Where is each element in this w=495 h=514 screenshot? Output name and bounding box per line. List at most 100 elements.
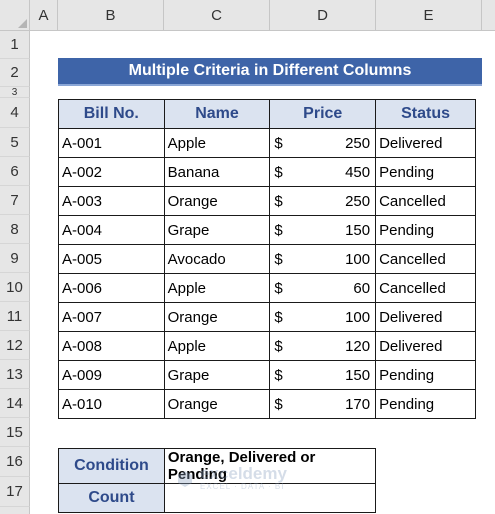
header-status[interactable]: Status <box>375 99 476 129</box>
watermark: exceldemy EXCEL · DATA · BI <box>176 464 287 491</box>
sheet-title[interactable]: Multiple Criteria in Different Columns <box>58 58 482 86</box>
column-header-a[interactable]: A <box>30 0 58 31</box>
price-cell[interactable]: $150 <box>269 360 377 390</box>
bill-cell[interactable]: A-003 <box>58 186 165 216</box>
price-cell[interactable]: $250 <box>269 128 377 158</box>
price-cell[interactable]: $100 <box>269 244 377 274</box>
status-cell[interactable]: Delivered <box>375 331 476 361</box>
table-row: A-003 Orange $250 Cancelled <box>58 186 476 216</box>
name-cell[interactable]: Orange <box>163 302 271 332</box>
column-header-overflow <box>482 0 495 31</box>
count-value-cell[interactable] <box>163 483 377 513</box>
row-header-17[interactable]: 17 <box>0 477 30 507</box>
header-bill-no[interactable]: Bill No. <box>58 99 165 129</box>
currency-symbol: $ <box>274 250 283 268</box>
bill-cell[interactable]: A-007 <box>58 302 165 332</box>
price-cell[interactable]: $150 <box>269 215 377 245</box>
name-cell[interactable]: Apple <box>163 273 271 303</box>
row-header-15[interactable]: 15 <box>0 418 30 447</box>
bill-cell[interactable]: A-002 <box>58 157 165 187</box>
header-price[interactable]: Price <box>269 99 377 129</box>
price-value: 100 <box>345 250 371 268</box>
criteria-table: Condition Orange, Delivered or Pending C… <box>58 448 377 513</box>
table-row: A-006 Apple $60 Cancelled <box>58 273 476 303</box>
row-header-2[interactable]: 2 <box>0 59 30 87</box>
condition-value-cell[interactable]: Orange, Delivered or Pending <box>163 448 377 484</box>
row-header-9[interactable]: 9 <box>0 244 30 273</box>
bill-cell[interactable]: A-006 <box>58 273 165 303</box>
price-cell[interactable]: $120 <box>269 331 377 361</box>
status-cell[interactable]: Delivered <box>375 302 476 332</box>
row-header-10[interactable]: 10 <box>0 273 30 302</box>
name-cell[interactable]: Grape <box>163 215 271 245</box>
count-label[interactable]: Count <box>58 483 165 513</box>
row-header-13[interactable]: 13 <box>0 360 30 389</box>
row-header-3[interactable]: 3 <box>0 87 30 98</box>
column-header-b[interactable]: B <box>58 0 164 31</box>
watermark-name: exceldemy <box>200 464 287 483</box>
price-cell[interactable]: $170 <box>269 389 377 419</box>
condition-label[interactable]: Condition <box>58 448 165 484</box>
price-value: 120 <box>345 337 371 355</box>
status-cell[interactable]: Pending <box>375 157 476 187</box>
header-name[interactable]: Name <box>163 99 271 129</box>
row-header-8[interactable]: 8 <box>0 215 30 244</box>
table-row: A-002 Banana $450 Pending <box>58 157 476 187</box>
table-row: A-010 Orange $170 Pending <box>58 389 476 419</box>
column-header-e[interactable]: E <box>376 0 482 31</box>
name-cell[interactable]: Apple <box>163 331 271 361</box>
row-header-11[interactable]: 11 <box>0 302 30 331</box>
price-value: 250 <box>345 134 371 152</box>
currency-symbol: $ <box>274 337 283 355</box>
currency-symbol: $ <box>274 192 283 210</box>
bill-cell[interactable]: A-004 <box>58 215 165 245</box>
price-cell[interactable]: $60 <box>269 273 377 303</box>
row-header-4[interactable]: 4 <box>0 98 30 128</box>
status-cell[interactable]: Cancelled <box>375 273 476 303</box>
bill-cell[interactable]: A-005 <box>58 244 165 274</box>
price-value: 150 <box>345 366 371 384</box>
table-row: A-004 Grape $150 Pending <box>58 215 476 245</box>
name-cell[interactable]: Banana <box>163 157 271 187</box>
status-cell[interactable]: Delivered <box>375 128 476 158</box>
currency-symbol: $ <box>274 308 283 326</box>
status-cell[interactable]: Cancelled <box>375 186 476 216</box>
bill-cell[interactable]: A-001 <box>58 128 165 158</box>
row-header-overflow <box>0 507 30 514</box>
column-header-d[interactable]: D <box>270 0 376 31</box>
currency-symbol: $ <box>274 366 283 384</box>
row-header-14[interactable]: 14 <box>0 389 30 418</box>
name-cell[interactable]: Orange <box>163 186 271 216</box>
price-cell[interactable]: $100 <box>269 302 377 332</box>
bill-cell[interactable]: A-008 <box>58 331 165 361</box>
table-row: A-008 Apple $120 Delivered <box>58 331 476 361</box>
name-cell[interactable]: Avocado <box>163 244 271 274</box>
watermark-tagline: EXCEL · DATA · BI <box>200 482 285 491</box>
bill-cell[interactable]: A-009 <box>58 360 165 390</box>
row-header-12[interactable]: 12 <box>0 331 30 360</box>
select-all-corner[interactable] <box>0 0 30 31</box>
table-row: A-005 Avocado $100 Cancelled <box>58 244 476 274</box>
table-row: A-001 Apple $250 Delivered <box>58 128 476 158</box>
price-value: 250 <box>345 192 371 210</box>
row-header-5[interactable]: 5 <box>0 128 30 157</box>
row-header-6[interactable]: 6 <box>0 157 30 186</box>
status-cell[interactable]: Cancelled <box>375 244 476 274</box>
price-value: 170 <box>345 395 371 413</box>
price-value: 100 <box>345 308 371 326</box>
price-cell[interactable]: $450 <box>269 157 377 187</box>
row-header-7[interactable]: 7 <box>0 186 30 215</box>
name-cell[interactable]: Grape <box>163 360 271 390</box>
bill-cell[interactable]: A-010 <box>58 389 165 419</box>
name-cell[interactable]: Orange <box>163 389 271 419</box>
status-cell[interactable]: Pending <box>375 389 476 419</box>
status-cell[interactable]: Pending <box>375 360 476 390</box>
price-value: 60 <box>353 279 371 297</box>
price-cell[interactable]: $250 <box>269 186 377 216</box>
row-header-1[interactable]: 1 <box>0 31 30 59</box>
row-header-16[interactable]: 16 <box>0 447 30 477</box>
name-cell[interactable]: Apple <box>163 128 271 158</box>
status-cell[interactable]: Pending <box>375 215 476 245</box>
column-header-c[interactable]: C <box>164 0 270 31</box>
